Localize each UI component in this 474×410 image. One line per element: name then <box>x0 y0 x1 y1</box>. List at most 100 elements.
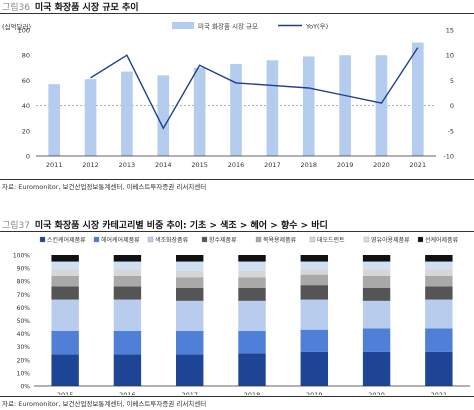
x-tick-label: 2018 <box>300 161 317 169</box>
stack-segment <box>51 255 79 262</box>
y-tick-label: 20 <box>22 127 30 135</box>
stack-segment <box>300 285 328 300</box>
bar-market-size <box>48 84 60 156</box>
figure-36: 그림36 미국 화장품 시장 규모 추이 (십억달러) 미국 화장품 시장 규모 Y… <box>0 0 474 195</box>
legend-label: 헤어케어제품류 <box>101 236 140 244</box>
stack-segment <box>238 255 266 262</box>
x-tick-label: 2011 <box>46 161 63 169</box>
y-tick-label: 90% <box>17 266 31 273</box>
stack-segment <box>300 261 328 270</box>
stack-segment <box>51 275 79 287</box>
legend-label-line: YoY(우) <box>305 23 328 31</box>
bar-market-size <box>193 67 206 156</box>
stack-segment <box>300 255 328 262</box>
y-tick-label: 100 <box>18 27 30 35</box>
legend-swatch <box>309 236 316 243</box>
stack-segment <box>176 330 204 355</box>
y-tick-label: 100% <box>13 253 30 260</box>
x-tick-label: 2016 <box>119 391 136 395</box>
stack-segment <box>425 275 453 287</box>
stack-segment <box>238 261 266 271</box>
bar-market-size <box>84 79 97 156</box>
stack-segment <box>176 287 204 301</box>
figure-36-bottom-rule <box>0 179 474 180</box>
bar-market-size <box>412 42 424 156</box>
legend-label: 색조화장품류 <box>155 236 189 244</box>
stack-segment <box>300 269 328 275</box>
stack-segment <box>113 354 142 386</box>
legend-swatch <box>363 236 370 243</box>
bar-market-size <box>375 55 388 157</box>
y2-tick-label: 5 <box>450 77 454 85</box>
x-tick-label: 2020 <box>373 161 390 169</box>
legend-swatch <box>417 236 424 243</box>
y2-tick-label: 15 <box>446 27 454 35</box>
stack-segment <box>362 328 391 352</box>
stack-segment <box>51 330 79 355</box>
legend-label: 향수제품류 <box>209 236 237 244</box>
stack-segment <box>51 299 79 331</box>
bar-market-size <box>266 60 279 156</box>
legend-swatch <box>39 236 46 243</box>
figure-37-source: 자료: Euromonitor, 보건산업정보통계센터, 이베스트투자증권 리서… <box>2 400 207 408</box>
x-tick-label: 2021 <box>431 391 448 395</box>
y2-tick-label: 10 <box>446 52 454 60</box>
stack-segment <box>51 261 79 270</box>
stack-segment <box>425 299 453 329</box>
stack-segment <box>362 269 391 276</box>
bar-market-size <box>157 75 170 156</box>
bar-market-size <box>339 55 351 157</box>
legend-label: 데오드런트 <box>317 236 345 244</box>
x-tick-label: 2018 <box>244 391 261 395</box>
bar-market-size <box>302 56 315 156</box>
legend-label: 스킨케어제품류 <box>47 236 86 244</box>
stack-segment <box>238 270 266 278</box>
market-size-chart: (십억달러) 미국 화장품 시장 규모 YoY(우)020406080100-10-… <box>2 22 454 170</box>
figure-36-source: 자료: Euromonitor, 보건산업정보통계센터, 이베스트투자증권 리서… <box>2 183 207 191</box>
stack-segment <box>362 255 391 262</box>
y-tick-label: 20% <box>17 357 31 364</box>
y-tick-label: 80% <box>17 279 31 286</box>
stack-segment <box>113 255 142 262</box>
x-tick-label: 2019 <box>337 161 354 169</box>
y-axis-unit: (십억달러) <box>2 22 31 31</box>
stack-segment <box>176 255 204 262</box>
y-tick-label: 30% <box>17 344 31 351</box>
x-tick-label: 2017 <box>181 391 198 395</box>
stack-segment <box>425 269 453 276</box>
stack-segment <box>300 274 328 286</box>
y-tick-label: 70% <box>17 292 31 299</box>
yoy-line <box>90 47 419 130</box>
figure-37-top-rule <box>0 231 474 232</box>
stack-segment <box>425 351 453 386</box>
stack-segment <box>113 330 142 355</box>
x-tick-label: 2013 <box>119 161 136 169</box>
stack-segment <box>425 328 453 352</box>
figure-36-title: 미국 화장품 시장 규모 추이 <box>34 3 139 13</box>
stack-segment <box>113 286 142 300</box>
x-tick-label: 2012 <box>82 161 99 169</box>
x-tick-label: 2020 <box>368 391 385 395</box>
stack-segment <box>362 287 391 301</box>
legend-swatch <box>255 236 262 243</box>
stack-segment <box>300 299 328 330</box>
stack-segment <box>176 354 204 386</box>
stack-segment <box>362 261 391 270</box>
stack-segment <box>238 330 266 354</box>
figure-37-title: 미국 화장품 시장 카테고리별 비중 추이: 기초 > 색조 > 헤어 > 향수… <box>34 221 328 231</box>
stack-segment <box>425 261 453 270</box>
x-tick-label: 2016 <box>228 161 245 169</box>
figure-37: 그림37 미국 화장품 시장 카테고리별 비중 추이: 기초 > 색조 > 헤어… <box>0 218 474 410</box>
stack-segment <box>300 351 328 386</box>
category-share-chart: 스킨케어제품류 헤어케어제품류 색조화장품류 향수제품류 목욕용제품류 데오드런트 영유아용… <box>13 236 470 395</box>
stack-segment <box>362 275 391 288</box>
legend-swatch <box>147 236 154 243</box>
y2-tick-label: 0 <box>450 102 454 110</box>
y-tick-label: 0 <box>26 153 30 161</box>
x-tick-label: 2015 <box>191 161 208 169</box>
x-tick-label: 2021 <box>410 161 427 169</box>
y2-tick-label: -10 <box>443 153 454 161</box>
stack-segment <box>238 277 266 288</box>
legend-label-bar: 미국 화장품 시장 규모 <box>198 22 258 31</box>
y-tick-label: 40% <box>17 331 31 338</box>
